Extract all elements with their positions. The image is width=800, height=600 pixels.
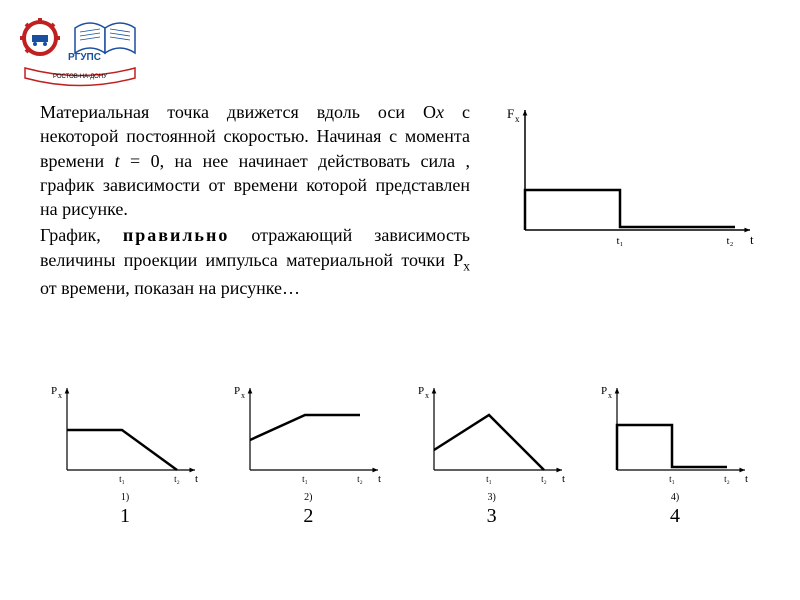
svg-text:t: t [562, 473, 565, 485]
svg-text:t₁: t₁ [486, 474, 492, 484]
force-graph: Fx t t₁ t₂ [500, 100, 760, 280]
svg-text:t₂: t₂ [724, 474, 730, 484]
logo-text-top: РГУПС [68, 52, 101, 63]
svg-text:x: x [425, 391, 429, 400]
svg-text:P: P [234, 385, 240, 397]
svg-text:P: P [601, 385, 607, 397]
svg-text:t₂: t₂ [358, 474, 364, 484]
svg-text:t: t [378, 473, 381, 485]
option-2-small: 2) [223, 492, 393, 503]
svg-text:P: P [418, 385, 424, 397]
answer-options: Px t t₁ t₂ 1) 1 Px t t₁ t₂ 2) 2 Px t t₁ t₂ 3) 3 P… [40, 380, 760, 528]
option-2: Px t t₁ t₂ 2) 2 [223, 380, 393, 528]
option-3-num: 3 [407, 505, 577, 528]
svg-text:t₁: t₁ [119, 474, 125, 484]
para1a: Материальная точка движется вдоль оси O [40, 102, 436, 122]
option-4: Px t t₁ t₂ 4) 4 [590, 380, 760, 528]
svg-text:t: t [745, 473, 748, 485]
university-logo: РГУПС РОСТОВ-НА-ДОНУ [20, 8, 140, 88]
option-4-small: 4) [590, 492, 760, 503]
svg-text:t₁: t₁ [617, 235, 624, 247]
option-1-num: 1 [40, 505, 210, 528]
svg-text:t₁: t₁ [669, 474, 675, 484]
svg-text:t: t [195, 473, 198, 485]
para2a: График, [40, 225, 123, 245]
logo-text-bottom: РОСТОВ-НА-ДОНУ [53, 74, 107, 80]
problem-text: Материальная точка движется вдоль оси Ox… [40, 100, 470, 300]
svg-text:x: x [608, 391, 612, 400]
svg-text:P: P [51, 385, 57, 397]
svg-text:t₂: t₂ [174, 474, 180, 484]
option-3: Px t t₁ t₂ 3) 3 [407, 380, 577, 528]
option-1: Px t t₁ t₂ 1) 1 [40, 380, 210, 528]
p-sub: x [463, 258, 470, 273]
para2c: от времени, показан на рисунке… [40, 278, 300, 298]
option-4-num: 4 [590, 505, 760, 528]
svg-text:t₂: t₂ [727, 235, 734, 247]
svg-text:F: F [507, 106, 514, 121]
svg-text:x: x [58, 391, 62, 400]
svg-text:t₂: t₂ [541, 474, 547, 484]
para2-bold: правильно [123, 225, 229, 245]
svg-text:x: x [515, 114, 520, 124]
svg-text:t₁: t₁ [303, 474, 309, 484]
svg-text:t: t [750, 232, 754, 247]
axis-var: x [436, 102, 444, 122]
svg-text:x: x [241, 391, 245, 400]
option-2-num: 2 [223, 505, 393, 528]
option-1-small: 1) [40, 492, 210, 503]
option-3-small: 3) [407, 492, 577, 503]
